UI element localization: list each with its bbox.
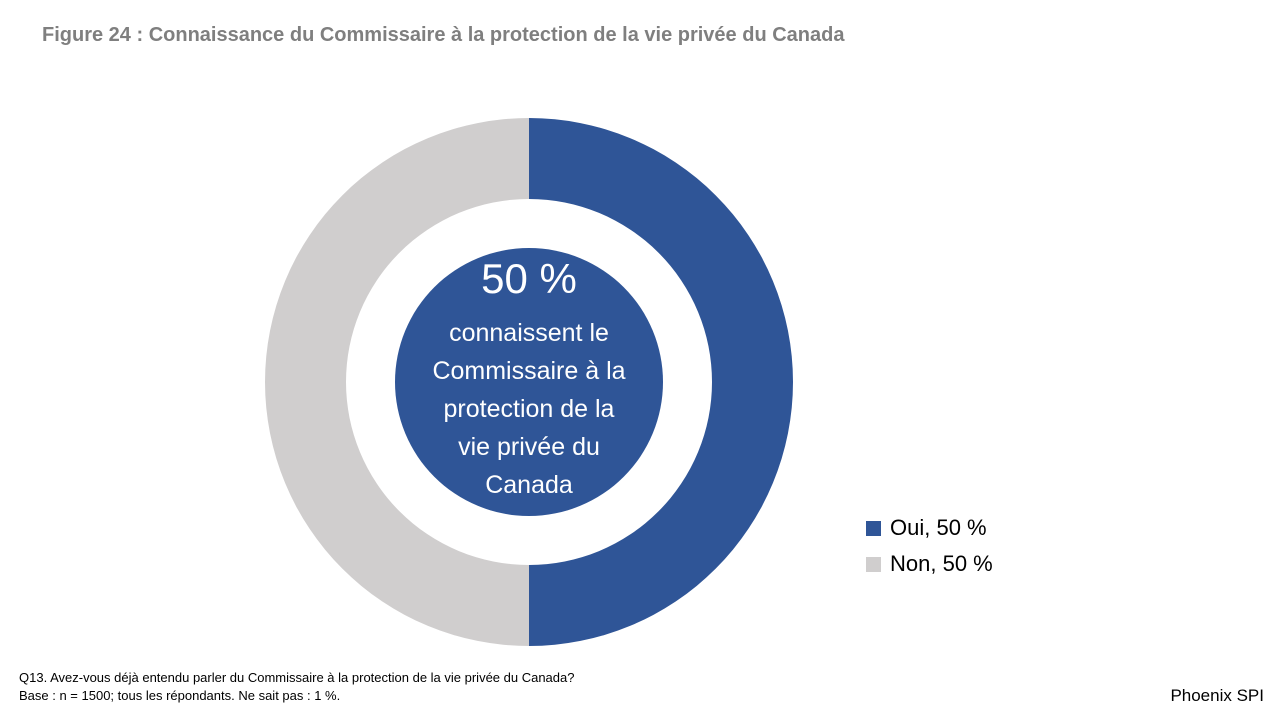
- footnote-base: Base : n = 1500; tous les répondants. Ne…: [19, 688, 341, 703]
- chart-title: Figure 24 : Connaissance du Commissaire …: [42, 24, 845, 46]
- legend-swatch-oui: [866, 520, 881, 536]
- legend-label-oui: Oui, 50 %: [890, 515, 987, 540]
- footnote-question: Q13. Avez-vous déjà entendu parler du Co…: [19, 670, 575, 685]
- legend-item-oui: Oui, 50 %: [866, 510, 993, 546]
- donut-slice-non: [265, 118, 529, 646]
- donut-slices: [265, 118, 793, 646]
- legend-label-non: Non, 50 %: [890, 551, 993, 576]
- legend: Oui, 50 % Non, 50 %: [866, 510, 993, 582]
- center-description-line: Canada: [485, 471, 573, 499]
- donut-center-disc: [395, 248, 663, 516]
- legend-swatch-non: [866, 556, 881, 572]
- center-percentage: 50 %: [481, 255, 577, 302]
- center-description-line: connaissent le: [449, 319, 609, 347]
- center-description-line: vie privée du: [458, 433, 600, 461]
- donut-slice-oui: [529, 118, 793, 646]
- center-description-line: Commissaire à la: [432, 357, 626, 385]
- center-description-line: protection de la: [443, 395, 615, 423]
- legend-item-non: Non, 50 %: [866, 546, 993, 582]
- donut-center-label: 50 % connaissent le Commissaire à la pro…: [395, 250, 663, 504]
- brand-label: Phoenix SPI: [1170, 686, 1264, 705]
- footnote: Q13. Avez-vous déjà entendu parler du Co…: [19, 669, 574, 705]
- center-description: connaissent le Commissaire à la protecti…: [395, 314, 663, 504]
